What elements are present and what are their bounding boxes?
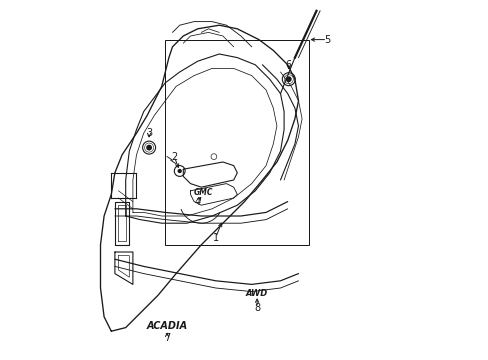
Circle shape [146,145,152,150]
Text: ACADIA: ACADIA [146,321,187,331]
Text: 1: 1 [212,233,218,243]
Text: 5: 5 [324,35,330,45]
Text: AWD: AWD [245,289,268,298]
Text: 3: 3 [146,128,152,138]
Text: 6: 6 [285,60,291,70]
Text: GMC: GMC [193,188,212,197]
Circle shape [285,76,291,82]
Bar [165,40,309,245]
Text: 8: 8 [254,303,260,313]
Circle shape [177,169,182,173]
Text: 2: 2 [171,152,177,162]
Text: 4: 4 [194,197,201,207]
Text: 7: 7 [163,333,170,343]
